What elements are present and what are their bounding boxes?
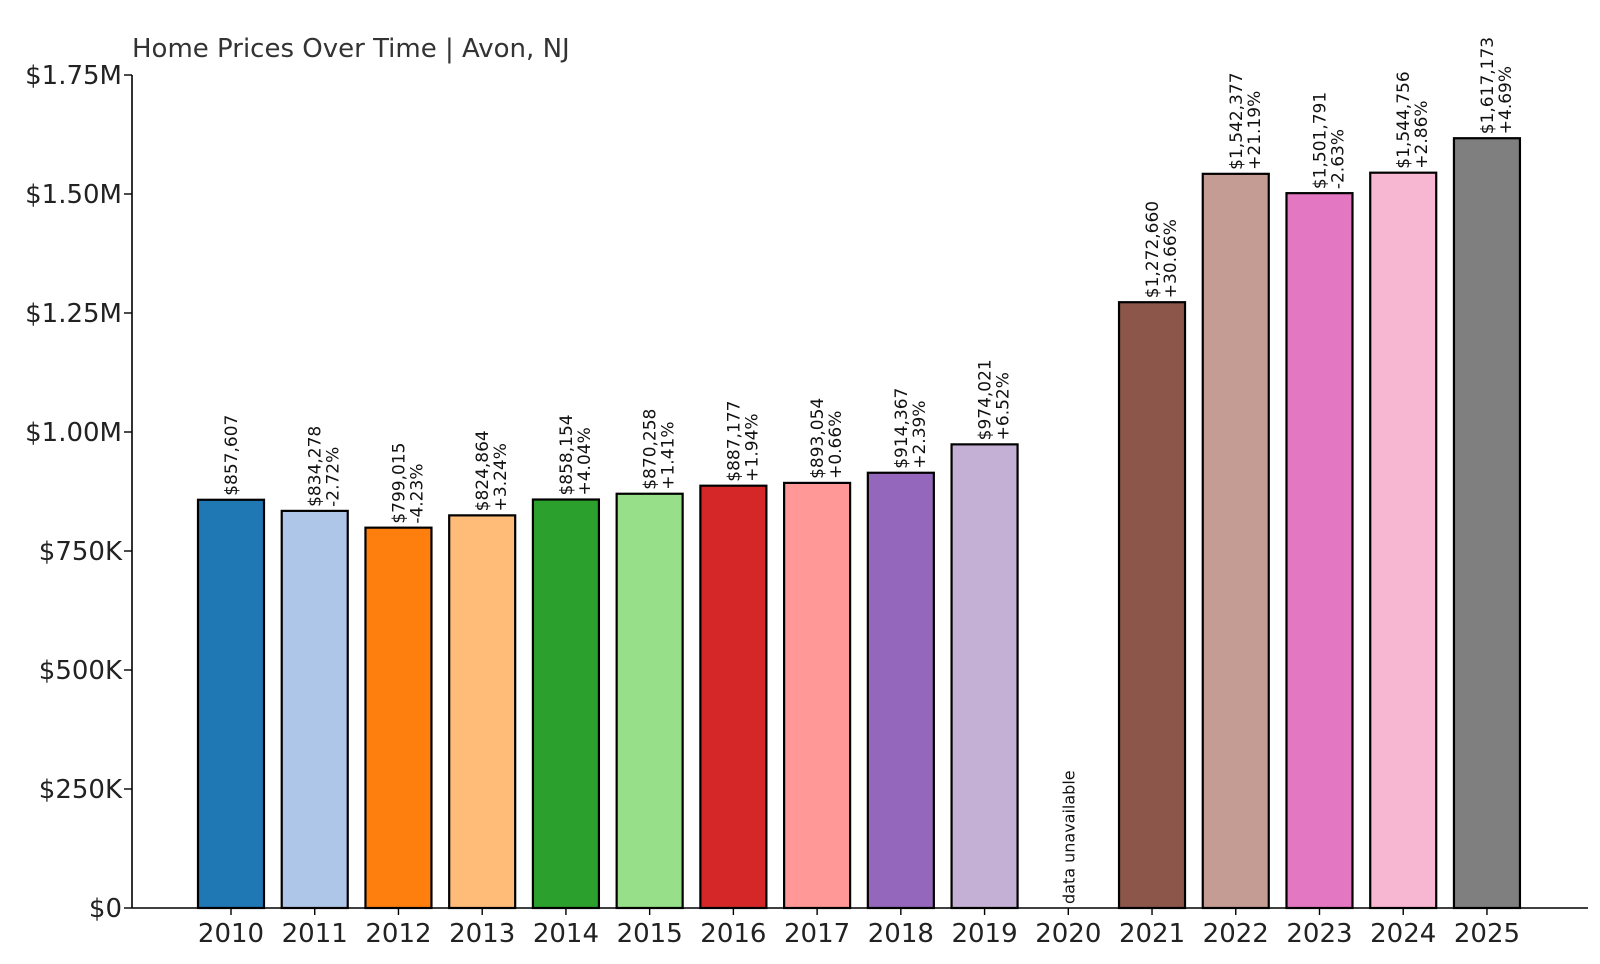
change-label: +4.04% bbox=[575, 427, 595, 495]
unavailable-label: data unavailable bbox=[1059, 770, 1078, 904]
bar-labels: $857,607 $834,278-2.72% $799,015-4.23% $824… bbox=[222, 37, 1516, 904]
change-label: -2.63% bbox=[1328, 129, 1348, 189]
bar-2022 bbox=[1201, 172, 1270, 910]
bar-2017 bbox=[783, 481, 852, 910]
price-label: $824,864 bbox=[473, 430, 493, 511]
bar-2015 bbox=[615, 492, 684, 910]
bar-2023 bbox=[1285, 192, 1354, 910]
bars bbox=[196, 137, 1522, 910]
price-label: $870,258 bbox=[641, 409, 661, 490]
x-tick-label: 2016 bbox=[700, 919, 766, 949]
change-label: +6.52% bbox=[994, 372, 1014, 440]
change-label: +1.41% bbox=[659, 422, 679, 490]
x-tick-label: 2012 bbox=[365, 919, 431, 949]
y-tick-label: $1.00M bbox=[25, 418, 122, 448]
bar-2016 bbox=[699, 484, 768, 910]
x-tick-label: 2017 bbox=[784, 919, 850, 949]
x-tick-label: 2015 bbox=[617, 919, 683, 949]
bar-2025 bbox=[1452, 137, 1522, 910]
x-tick-label: 2023 bbox=[1286, 919, 1352, 949]
price-label: $1,542,377 bbox=[1227, 72, 1247, 169]
chart-title: Home Prices Over Time | Avon, NJ bbox=[132, 34, 570, 64]
bar-2011 bbox=[280, 509, 349, 910]
change-label: +4.69% bbox=[1496, 66, 1516, 134]
x-tick-label: 2025 bbox=[1454, 919, 1520, 949]
x-axis: 2010 2011 2012 2013 2014 2015 2016 2017 2018 2019… bbox=[132, 907, 1588, 949]
bar-2010 bbox=[196, 498, 266, 910]
bar-2024 bbox=[1369, 171, 1438, 910]
change-label: +30.66% bbox=[1161, 219, 1181, 298]
x-tick-label: 2021 bbox=[1119, 919, 1185, 949]
price-label: $887,177 bbox=[724, 401, 744, 482]
price-label: $834,278 bbox=[306, 426, 326, 507]
bar-2014 bbox=[531, 498, 601, 910]
price-label: $1,544,756 bbox=[1394, 71, 1414, 168]
bar-2019 bbox=[950, 443, 1019, 910]
price-label: $914,367 bbox=[892, 388, 912, 469]
y-tick-label: $0 bbox=[89, 894, 122, 924]
price-label: $1,617,173 bbox=[1478, 37, 1498, 134]
change-label: +0.66% bbox=[826, 411, 846, 479]
x-tick-label: 2013 bbox=[449, 919, 515, 949]
price-label: $857,607 bbox=[222, 415, 242, 496]
change-label: -4.23% bbox=[407, 464, 427, 524]
x-tick-label: 2014 bbox=[533, 919, 599, 949]
y-axis: $0 $250K $500K $750K $1.00M $1.25M $1.50M $1.75… bbox=[25, 61, 133, 924]
bar-2013 bbox=[448, 514, 517, 910]
y-tick-label: $1.25M bbox=[25, 299, 122, 329]
bar-2012 bbox=[364, 526, 433, 910]
price-label: $799,015 bbox=[389, 443, 409, 524]
change-label: +2.39% bbox=[910, 401, 930, 469]
y-tick-label: $1.75M bbox=[25, 61, 122, 91]
x-tick-label: 2018 bbox=[868, 919, 934, 949]
x-tick-label: 2024 bbox=[1370, 919, 1436, 949]
price-label: $974,021 bbox=[976, 359, 996, 440]
x-tick-label: 2011 bbox=[282, 919, 348, 949]
y-tick-label: $250K bbox=[39, 775, 123, 805]
bar-2018 bbox=[866, 471, 935, 910]
x-tick-label: 2022 bbox=[1203, 919, 1269, 949]
price-label: $1,272,660 bbox=[1143, 201, 1163, 298]
bar-2021 bbox=[1117, 301, 1187, 910]
x-tick-label: 2010 bbox=[198, 919, 264, 949]
y-tick-label: $1.50M bbox=[25, 180, 122, 210]
price-label: $893,054 bbox=[808, 398, 828, 479]
change-label: +1.94% bbox=[742, 413, 762, 481]
change-label: +21.19% bbox=[1245, 91, 1265, 170]
price-label: $858,154 bbox=[557, 414, 577, 495]
change-label: -2.72% bbox=[324, 447, 344, 507]
price-label: $1,501,791 bbox=[1310, 92, 1330, 189]
x-tick-label: 2020 bbox=[1035, 919, 1101, 949]
change-label: +3.24% bbox=[491, 443, 511, 511]
y-tick-label: $750K bbox=[39, 537, 123, 567]
x-tick-label: 2019 bbox=[951, 919, 1017, 949]
y-tick-label: $500K bbox=[39, 656, 123, 686]
change-label: +2.86% bbox=[1412, 100, 1432, 168]
